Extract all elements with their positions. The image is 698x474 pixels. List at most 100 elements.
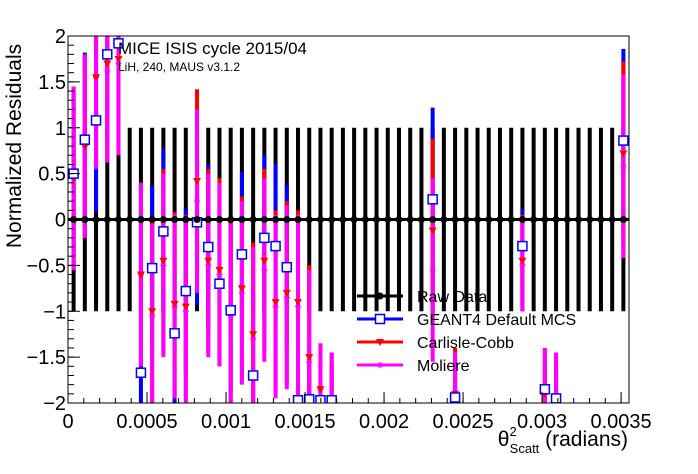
- x-tick-label: 0.0025: [432, 411, 493, 433]
- legend-label-moliere: Moliere: [417, 358, 470, 375]
- data-point-carlisle-cobb: [103, 60, 112, 68]
- x-tick-label: 0.0005: [116, 411, 177, 433]
- data-point-raw-data: [361, 216, 369, 223]
- data-point-moliere-d2: [519, 262, 525, 268]
- data-point-moliere-d2: [273, 304, 279, 310]
- data-point-raw-data: [575, 216, 583, 223]
- annotation-title: MICE ISIS cycle 2015/04: [118, 39, 307, 58]
- legend: Raw Data GEANT4 Default MCS Carlisle-Cobb M…: [357, 289, 576, 375]
- data-point-raw-data: [339, 216, 347, 223]
- data-point-moliere: [104, 67, 111, 74]
- legend-entry-geant4-default-mcs: GEANT4 Default MCS: [357, 312, 576, 329]
- data-point-geant4-default-mcs: [427, 194, 438, 205]
- data-point-moliere: [238, 289, 245, 296]
- data-point-raw-data: [294, 216, 302, 223]
- data-point-raw-data: [204, 216, 212, 223]
- data-point-carlisle-cobb: [215, 266, 224, 274]
- y-tick-label: −2: [43, 393, 66, 415]
- data-point-moliere-d2: [160, 262, 166, 268]
- legend-entry-carlisle-cobb: Carlisle-Cobb: [357, 335, 514, 352]
- data-point-carlisle-cobb: [282, 289, 291, 297]
- data-point-geant4-default-mcs: [292, 394, 304, 403]
- data-point-moliere: [272, 303, 279, 310]
- data-point-geant4-default-mcs: [214, 278, 225, 289]
- data-point-geant4-default-mcs: [102, 49, 113, 60]
- y-axis-title: Normalized Residuals: [3, 44, 26, 248]
- data-point-raw-data: [283, 216, 291, 223]
- x-axis-title-base: θ: [498, 428, 510, 451]
- data-point-carlisle-cobb: [114, 55, 123, 63]
- data-point-moliere: [429, 266, 436, 273]
- data-point-geant4-default-mcs: [618, 135, 629, 146]
- data-point-geant4-default-mcs: [135, 367, 147, 378]
- data-point-carlisle-cobb: [148, 308, 157, 316]
- legend-entry-raw-data: Raw Data: [357, 289, 487, 306]
- data-point-moliere: [160, 262, 167, 269]
- data-point-moliere-d2: [250, 336, 256, 342]
- data-point-raw-data: [171, 216, 179, 223]
- data-point-raw-data: [496, 216, 504, 223]
- data-point-raw-data: [429, 216, 437, 223]
- x-axis-title-sub: Scatt: [510, 441, 540, 456]
- data-point-raw-data: [215, 216, 223, 223]
- data-point-raw-data: [373, 216, 381, 223]
- data-point-geant4-default-mcs: [79, 134, 91, 145]
- legend-marker-moliere-d2: [377, 362, 383, 368]
- data-point-moliere-d2: [205, 262, 211, 268]
- data-point-carlisle-cobb: [428, 227, 437, 235]
- data-point-raw-data: [586, 216, 594, 223]
- y-tick-label: 0.5: [38, 164, 66, 186]
- data-point-carlisle-cobb: [316, 386, 325, 394]
- data-point-geant4-default-mcs: [90, 115, 102, 126]
- data-point-carlisle-cobb: [249, 331, 258, 339]
- data-point-moliere: [620, 163, 627, 170]
- data-point-carlisle-cobb: [518, 257, 527, 265]
- data-point-raw-data: [182, 216, 190, 223]
- data-point-geant4-default-mcs: [303, 394, 315, 403]
- data-point-carlisle-cobb: [193, 177, 202, 185]
- data-point-geant4-default-mcs: [236, 249, 248, 260]
- data-point-raw-data: [238, 216, 246, 223]
- data-point-moliere-d2: [115, 60, 122, 67]
- data-point-raw-data: [316, 216, 324, 223]
- data-point-raw-data: [384, 216, 392, 223]
- data-point-raw-data: [608, 216, 616, 223]
- data-point-geant4-default-mcs: [270, 240, 281, 252]
- data-point-raw-data: [350, 216, 358, 223]
- data-point-raw-data: [541, 216, 549, 223]
- data-point-carlisle-cobb: [271, 299, 280, 307]
- legend-entry-moliere: Moliere: [357, 358, 470, 375]
- data-point-raw-data: [440, 216, 448, 223]
- data-point-raw-data: [305, 216, 313, 223]
- plot-area: [68, 36, 629, 403]
- data-point-raw-data: [193, 216, 201, 223]
- data-point-raw-data: [597, 216, 605, 223]
- data-point-raw-data: [507, 216, 515, 223]
- data-point-moliere-d2: [149, 313, 155, 319]
- data-point-moliere-d2: [430, 267, 436, 273]
- y-tick-label: −0.5: [27, 255, 66, 277]
- x-tick-label: 0.002: [359, 411, 409, 433]
- axes: 0 0.0005 0.001 0.0015 0.002 0.0025 0.003 0.0035…: [27, 26, 652, 433]
- data-point-carlisle-cobb: [260, 257, 269, 265]
- data-point-raw-data: [619, 216, 627, 223]
- data-point-moliere: [194, 198, 201, 205]
- data-point-moliere-d2: [216, 271, 223, 278]
- legend-label-carlisle-cobb: Carlisle-Cobb: [417, 335, 514, 352]
- y-tick-label: −1: [43, 301, 66, 323]
- data-point-raw-data: [81, 216, 89, 223]
- data-point-raw-data: [227, 216, 235, 223]
- data-point-moliere-d2: [295, 304, 301, 310]
- data-point-raw-data: [137, 216, 145, 223]
- annotation-subtitle: LiH, 240, MAUS v3.1.2: [118, 60, 240, 74]
- data-point-moliere-d2: [284, 294, 290, 301]
- data-point-raw-data: [114, 216, 122, 223]
- legend-marker-geant4-default-mcs: [374, 313, 386, 325]
- y-tick-label: 0: [55, 210, 66, 232]
- data-point-geant4-default-mcs: [281, 261, 293, 273]
- data-point-geant4-default-mcs: [158, 226, 169, 237]
- y-tick-label: 2: [55, 26, 66, 48]
- data-point-geant4-default-mcs: [113, 38, 124, 49]
- data-point-raw-data: [92, 216, 100, 223]
